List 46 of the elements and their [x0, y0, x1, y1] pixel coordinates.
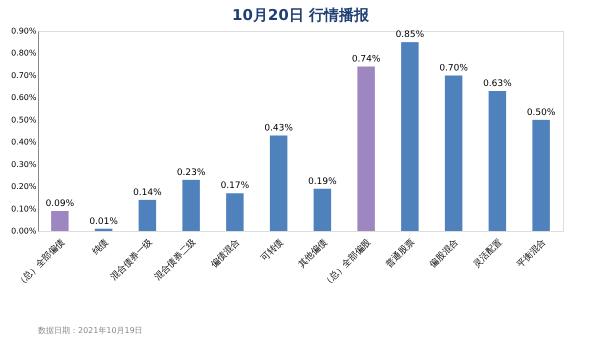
- y-tick-label: 0.10%: [11, 204, 37, 214]
- x-tick-label: 平衡混合: [514, 236, 548, 270]
- y-tick-label: 0.00%: [11, 226, 37, 236]
- data-label: 0.70%: [439, 63, 468, 74]
- x-tick-label: 普通股票: [384, 236, 417, 270]
- data-label: 0.63%: [483, 79, 512, 89]
- x-tick-label: 偏债混合: [208, 236, 242, 270]
- x-tick-label: 纯债: [90, 236, 111, 258]
- y-tick-label: 0.40%: [11, 138, 37, 147]
- x-tick-label: 可转债: [258, 236, 286, 264]
- data-label: 0.50%: [526, 108, 556, 118]
- x-tick-label: 其他偏债: [296, 236, 330, 270]
- y-tick-label: 0.20%: [11, 182, 37, 192]
- bar: [270, 135, 288, 231]
- x-tick-label: 混合债券一级: [108, 236, 154, 283]
- data-label: 0.19%: [308, 176, 338, 187]
- data-label: 0.17%: [220, 181, 250, 192]
- bar: [51, 211, 69, 231]
- data-label: 0.43%: [264, 123, 294, 134]
- text: 数据日期：2021年10月19日: [38, 326, 143, 335]
- bar: [488, 91, 506, 231]
- y-tick-label: 0.70%: [11, 70, 37, 80]
- x-tick-label: （总）全部偏债: [14, 236, 67, 290]
- bar: [444, 75, 462, 231]
- chart-title: 10月20日 行情播报: [232, 6, 370, 24]
- bar: [138, 200, 156, 231]
- x-tick-label: 混合债券二级: [152, 236, 198, 283]
- bar: [357, 66, 375, 231]
- data-label: 0.85%: [396, 30, 425, 40]
- x-tick-label: 偏股混合: [427, 236, 461, 270]
- bar: [226, 193, 244, 231]
- y-tick-label: 0.60%: [11, 93, 37, 102]
- bar: [182, 180, 200, 231]
- data-label: 0.01%: [89, 216, 118, 227]
- y-tick-label: 0.30%: [11, 160, 37, 169]
- y-tick-label: 0.80%: [11, 48, 37, 58]
- data-label: 0.14%: [133, 188, 162, 198]
- bar: [532, 120, 550, 231]
- y-tick-label: 0.90%: [11, 26, 37, 36]
- y-tick-label: 0.50%: [11, 115, 37, 124]
- data-label: 0.74%: [352, 54, 381, 65]
- x-tick-label: 灵活配置: [471, 236, 504, 270]
- bar: [314, 188, 332, 231]
- bar: [401, 42, 419, 231]
- data-label: 0.09%: [46, 199, 75, 209]
- data-label: 0.23%: [176, 168, 206, 178]
